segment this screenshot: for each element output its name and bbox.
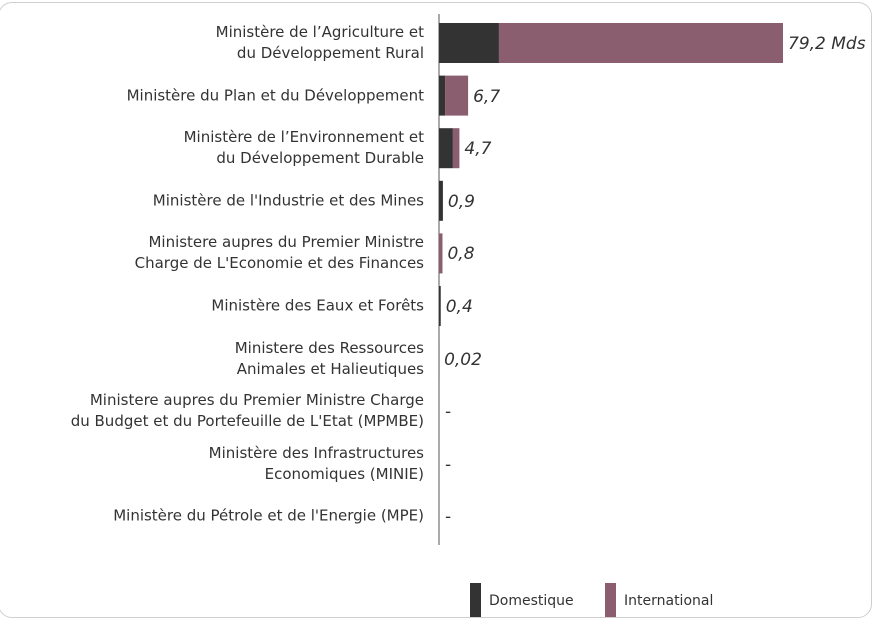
total-label: -	[445, 402, 452, 423]
bar-segment	[439, 75, 446, 116]
total-label: -	[445, 507, 452, 528]
category-label: Ministère des Infrastructures Economique…	[208, 443, 424, 483]
bar-segment	[452, 128, 460, 169]
bar-segment	[439, 180, 443, 221]
total-label: 79,2 Mds	[788, 34, 866, 54]
category-label: Ministère du Plan et du Développement	[126, 86, 424, 105]
category-label: Ministère de l’Environnement et du Dével…	[183, 128, 424, 168]
bar-segment	[498, 23, 783, 63]
category-label: Ministère de l’Agriculture et du Dévelop…	[215, 23, 424, 62]
bar-segment	[439, 128, 453, 169]
bar-segment	[439, 233, 443, 274]
bar-segment	[439, 286, 441, 326]
legend-swatch	[470, 583, 481, 617]
total-label: -	[445, 454, 452, 475]
legend-label: International	[624, 593, 714, 609]
bar-segment	[445, 75, 469, 116]
total-label: 0,4	[445, 297, 473, 317]
total-label: 6,7	[473, 86, 501, 107]
total-label: 0,02	[444, 349, 482, 370]
legend-label: Domestique	[489, 593, 574, 609]
category-label: Ministere aupres du Premier Ministre Cha…	[134, 233, 424, 273]
legend-swatch	[605, 583, 616, 617]
category-label: Ministère des Eaux et Forêts	[211, 296, 424, 315]
category-label: Ministere aupres du Premier Ministre Cha…	[70, 391, 424, 431]
total-label: 0,8	[447, 244, 475, 265]
category-label: Ministère de l'Industrie et des Mines	[152, 191, 424, 210]
total-label: 4,7	[464, 139, 492, 160]
total-label: 0,9	[447, 191, 475, 212]
bar-segment	[439, 23, 499, 63]
category-label: Ministere des Ressources Animales et Hal…	[234, 338, 424, 378]
category-label: Ministère du Pétrole et de l'Energie (MP…	[113, 506, 424, 525]
